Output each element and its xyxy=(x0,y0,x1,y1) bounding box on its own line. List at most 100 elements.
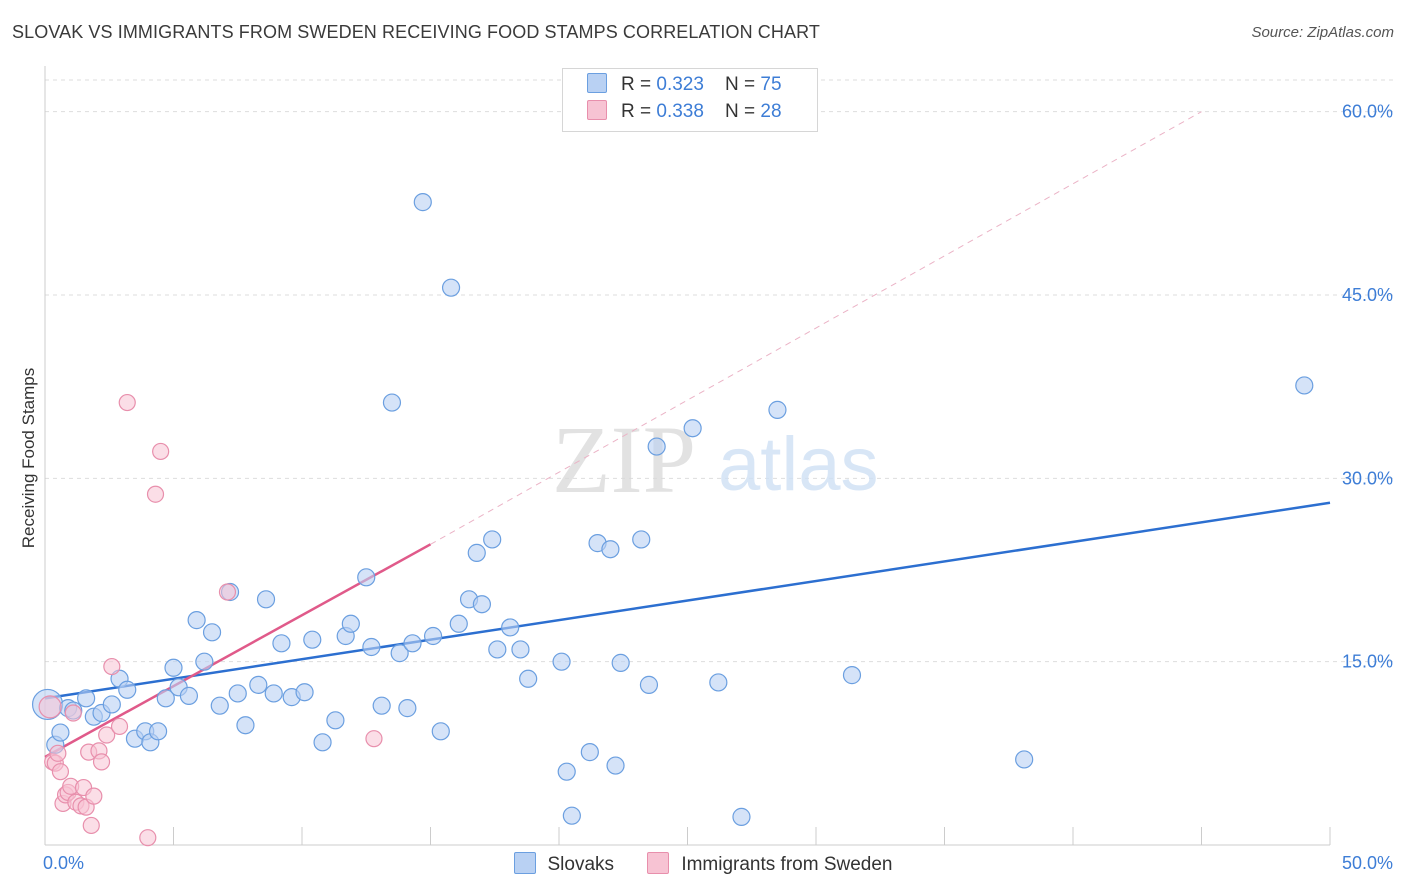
slovaks-point xyxy=(562,806,581,825)
legend-label-slovaks: Slovaks xyxy=(547,854,615,875)
sweden-point xyxy=(51,763,70,781)
slovaks-point xyxy=(413,193,432,212)
slovaks-point xyxy=(102,695,121,714)
legend-swatch-blue xyxy=(587,73,607,93)
chart-title: SLOVAK VS IMMIGRANTS FROM SWEDEN RECEIVI… xyxy=(12,22,820,42)
slovaks-point xyxy=(249,675,268,694)
sweden-point xyxy=(38,695,62,719)
legend-swatch-blue xyxy=(513,852,536,874)
legend-n-label: N = xyxy=(725,101,761,122)
slovaks-point xyxy=(357,568,376,587)
slovaks-point xyxy=(580,743,599,762)
legend-r-label: R = xyxy=(621,74,657,95)
legend-label-sweden: Immigrants from Sweden xyxy=(681,854,893,875)
sweden-point xyxy=(218,583,237,601)
slovaks-point xyxy=(1295,376,1314,395)
sweden-point xyxy=(98,726,116,744)
slovaks-point xyxy=(483,530,502,549)
slovaks-point xyxy=(236,716,255,735)
slovaks-point xyxy=(552,652,571,671)
watermark: ZIP atlas xyxy=(552,406,879,513)
slovaks-point xyxy=(164,658,183,677)
sweden-points xyxy=(38,393,383,847)
slovaks-point xyxy=(156,689,175,708)
x-tick-label: 0.0% xyxy=(43,853,84,873)
slovaks-point xyxy=(202,623,222,642)
slovaks-point xyxy=(264,684,283,703)
legend-item-slovaks[interactable]: Slovaks xyxy=(513,852,615,876)
axes xyxy=(44,66,1331,846)
slovaks-point xyxy=(118,680,137,699)
slovaks-point xyxy=(732,807,751,826)
slovaks-point xyxy=(768,400,787,419)
slovaks-point xyxy=(256,590,276,609)
slovaks-point xyxy=(228,684,247,703)
slovaks-point xyxy=(390,644,409,663)
grid-lines xyxy=(45,79,1395,663)
slovaks-point xyxy=(77,689,96,708)
slovaks-point xyxy=(501,618,520,637)
slovaks-point xyxy=(472,595,491,614)
legend-row-slovaks: R = 0.323 N = 75 xyxy=(587,73,782,99)
slovaks-point xyxy=(431,722,450,741)
slovaks-point xyxy=(148,722,168,741)
slovaks-trend-line xyxy=(44,501,1331,700)
y-tick-label: 30.0% xyxy=(1342,468,1393,488)
sweden-point xyxy=(152,442,170,461)
sweden-point xyxy=(110,717,129,736)
slovaks-point xyxy=(632,530,651,549)
stats-legend: R = 0.323 N = 75 R = 0.338 N = 28 xyxy=(562,68,818,132)
slovaks-point xyxy=(341,614,360,633)
slovaks-point xyxy=(382,393,402,412)
slovaks-point xyxy=(441,278,461,297)
sweden-point xyxy=(118,393,136,412)
source-label: Source: ZipAtlas.com xyxy=(1251,24,1394,41)
sweden-point xyxy=(365,730,383,748)
slovaks-point xyxy=(683,419,702,438)
slovaks-point xyxy=(303,630,322,649)
slovaks-point xyxy=(179,686,199,705)
series-legend: Slovaks Immigrants from Sweden xyxy=(0,852,1406,876)
slovaks-point xyxy=(639,675,659,694)
slovaks-point xyxy=(187,611,206,630)
y-tick-label: 45.0% xyxy=(1342,285,1393,305)
slovaks-point xyxy=(423,626,443,646)
watermark-zip: ZIP xyxy=(552,406,696,513)
slovaks-point xyxy=(601,540,620,559)
slovaks-point xyxy=(1015,750,1034,769)
sweden-point xyxy=(146,485,165,503)
x-tick-label: 50.0% xyxy=(1342,853,1393,873)
legend-row-sweden: R = 0.338 N = 28 xyxy=(587,100,782,126)
sweden-point xyxy=(85,787,103,805)
tick-labels: 15.0% 30.0% 45.0% 60.0% 0.0% 50.0% xyxy=(43,102,1393,873)
slovaks-point xyxy=(295,683,314,702)
slovaks-point xyxy=(362,637,381,657)
slovaks-point xyxy=(326,711,345,730)
slovaks-point xyxy=(210,696,229,715)
slovaks-point xyxy=(611,653,630,672)
sweden-point xyxy=(92,753,111,771)
sweden-point xyxy=(82,816,100,835)
slovaks-point xyxy=(488,640,507,659)
legend-swatch-pink xyxy=(587,100,607,120)
slovaks-point xyxy=(709,673,728,692)
slovaks-point xyxy=(272,634,291,653)
slovaks-point xyxy=(557,762,576,781)
slovaks-point xyxy=(511,640,530,659)
sweden-point xyxy=(103,657,121,676)
slovaks-point xyxy=(51,723,70,742)
slovaks-point xyxy=(449,614,468,633)
legend-n-value: 75 xyxy=(760,74,782,95)
legend-r-value: 0.323 xyxy=(656,74,704,95)
slovaks-point xyxy=(606,756,625,775)
legend-item-sweden[interactable]: Immigrants from Sweden xyxy=(647,852,893,876)
legend-swatch-pink xyxy=(647,852,670,874)
slovaks-points xyxy=(31,193,1314,826)
slovaks-point xyxy=(647,437,666,456)
sweden-trend-extension xyxy=(430,111,1202,545)
sweden-point xyxy=(49,744,67,762)
legend-n-value: 28 xyxy=(760,101,782,122)
slovaks-point xyxy=(519,669,538,688)
legend-r-label: R = xyxy=(621,101,657,122)
